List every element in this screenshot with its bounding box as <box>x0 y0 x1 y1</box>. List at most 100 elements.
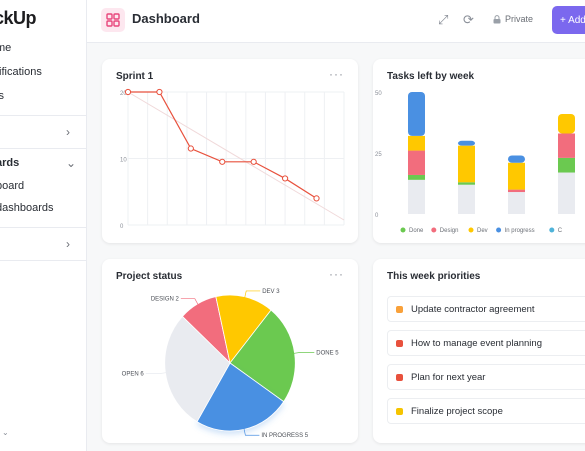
bar-segment <box>408 150 425 175</box>
sidebar-section-dashboards[interactable]: ards <box>0 157 20 169</box>
chevron-down-icon[interactable]: ⌄ <box>66 156 77 170</box>
sidebar-item-home[interactable]: me <box>0 42 12 54</box>
legend-swatch <box>468 227 474 233</box>
slice-leader-line <box>180 298 201 309</box>
priorities-card-title: This week priorities <box>387 271 481 282</box>
series-line <box>128 91 317 199</box>
sidebar-divider <box>0 148 86 149</box>
priority-label: Finalize project scope <box>411 405 503 417</box>
y-tick-label: 0 <box>120 224 124 230</box>
chevron-right-icon[interactable]: › <box>66 237 70 251</box>
legend-label: Design <box>440 228 459 234</box>
bar-segment <box>558 157 575 173</box>
priority-item[interactable]: Plan for next year <box>387 364 585 390</box>
guide-line <box>127 91 345 221</box>
legend-swatch <box>549 227 555 233</box>
sidebar-item-notifications[interactable]: tifications <box>0 66 42 78</box>
bar-segment <box>408 174 425 180</box>
chevron-right-icon[interactable]: › <box>66 125 70 139</box>
page-title: Dashboard <box>132 11 200 26</box>
legend-label: In progress <box>505 228 535 234</box>
priority-item[interactable]: Update contractor agreement <box>387 296 585 322</box>
project-status-card: Project status ··· DESIGN 2 DEV 3 DONE 5 IN… <box>102 259 358 443</box>
expand-icon[interactable]: ⤢ <box>438 12 449 27</box>
slice-label: DESIGN 2 <box>151 297 180 303</box>
add-button[interactable]: + Add <box>552 6 585 34</box>
sidebar-item-dashboard[interactable]: board <box>0 180 25 192</box>
y-tick-label: 25 <box>375 152 382 158</box>
main-area: Dashboard ⤢ ⟳ Private + Add Sprint 1 ···… <box>87 0 585 451</box>
bar-segment <box>508 192 525 214</box>
sidebar-divider <box>0 260 86 261</box>
refresh-icon[interactable]: ⟳ <box>463 12 474 27</box>
lock-icon <box>493 14 501 23</box>
data-point <box>219 158 226 165</box>
bar-segment <box>458 140 475 146</box>
slice-leader-line <box>243 290 261 303</box>
bar-segment <box>558 133 575 158</box>
priorities-card: This week priorities Update contractor a… <box>373 259 585 443</box>
bar-segment <box>458 182 475 185</box>
priority-label: Update contractor agreement <box>411 303 535 315</box>
bar-segment <box>408 92 425 136</box>
priority-marker <box>396 373 403 381</box>
slice-leader-line <box>289 352 315 355</box>
bar-segment <box>408 179 425 214</box>
sidebar: ckUp me tifications ls › ards ⌄ board da… <box>0 0 87 451</box>
y-tick-label: 0 <box>375 213 379 219</box>
data-point <box>156 88 163 96</box>
data-point <box>281 175 289 182</box>
sprint-card-title: Sprint 1 <box>116 71 154 82</box>
project-card-title: Project status <box>116 271 183 282</box>
priority-label: Plan for next year <box>411 371 486 383</box>
sidebar-item-dashboards[interactable]: dashboards <box>0 202 54 214</box>
more-icon[interactable]: ··· <box>329 67 344 81</box>
sidebar-divider <box>0 227 86 228</box>
project-status-chart: DESIGN 2 DEV 3 DONE 5 IN PROGRESS 5 OPEN 6 <box>122 289 340 439</box>
priority-label: How to manage event planning <box>411 337 542 349</box>
priority-item[interactable]: Finalize project scope <box>387 398 585 424</box>
bar-segment <box>508 189 525 193</box>
priority-marker <box>396 339 403 347</box>
slice-label: IN PROGRESS 5 <box>261 433 308 439</box>
slice-label: OPEN 6 <box>122 372 145 378</box>
data-point <box>313 195 320 202</box>
legend-swatch <box>496 227 502 233</box>
legend-label: C <box>558 228 563 234</box>
more-icon[interactable]: ··· <box>329 267 344 281</box>
bar-segment <box>458 184 475 214</box>
private-label: Private <box>505 14 534 24</box>
slice-label: DEV 3 <box>262 289 280 295</box>
bar-segment <box>558 113 575 134</box>
legend-swatch <box>400 227 406 233</box>
legend-label: Dev <box>477 228 488 234</box>
y-tick-label: 10 <box>120 158 127 164</box>
priority-item[interactable]: How to manage event planning <box>387 330 585 356</box>
slice-leader-line <box>242 424 260 436</box>
bar-segment <box>458 145 475 183</box>
data-point <box>187 145 194 152</box>
bar-segment <box>508 162 525 190</box>
slice-leader-line <box>145 371 171 374</box>
chevron-down-icon[interactable]: ⌄ <box>2 428 9 437</box>
sprint-chart: 20 10 0 <box>120 88 345 230</box>
slice-label: DONE 5 <box>316 350 339 356</box>
y-tick-label: 50 <box>375 91 382 97</box>
tasks-chart: 50 25 0 Done Design Dev In progress C <box>375 91 575 234</box>
top-bar: Dashboard ⤢ ⟳ Private + Add <box>87 0 585 43</box>
app-logo: ckUp <box>0 8 37 28</box>
tasks-card-title: Tasks left by week <box>387 71 475 82</box>
bar-segment <box>508 155 525 163</box>
legend-swatch <box>431 227 437 233</box>
sidebar-divider <box>0 115 86 116</box>
priority-marker <box>396 305 403 313</box>
sidebar-item-goals[interactable]: ls <box>0 90 4 102</box>
bar-segment <box>408 135 425 151</box>
data-point <box>124 88 132 96</box>
dashboard-icon <box>101 8 125 32</box>
sprint-card: Sprint 1 ··· 20 10 0 <box>102 59 358 243</box>
privacy-toggle[interactable]: Private <box>493 14 533 24</box>
legend-label: Done <box>409 228 424 234</box>
tasks-card: Tasks left by week 50 25 0 Done Design Dev In … <box>373 59 585 243</box>
data-point <box>250 158 257 165</box>
